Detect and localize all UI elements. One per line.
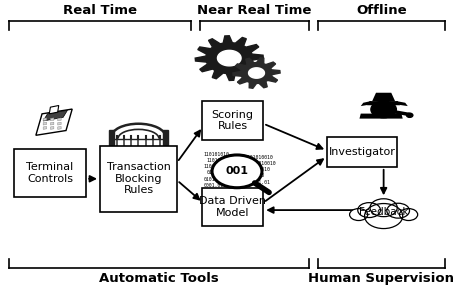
Circle shape	[406, 113, 413, 117]
Text: Transaction
Blocking
Rules: Transaction Blocking Rules	[107, 162, 170, 195]
Text: Data Driven
Model: Data Driven Model	[199, 196, 266, 218]
Polygon shape	[50, 122, 54, 125]
Text: Feedback: Feedback	[359, 207, 409, 218]
Polygon shape	[43, 126, 47, 129]
Polygon shape	[372, 93, 395, 101]
Polygon shape	[43, 122, 47, 125]
FancyBboxPatch shape	[100, 146, 177, 212]
Polygon shape	[360, 114, 403, 119]
Text: Terminal
Controls: Terminal Controls	[26, 162, 74, 184]
Circle shape	[387, 203, 410, 218]
Text: 001: 001	[226, 166, 248, 176]
Polygon shape	[50, 118, 54, 121]
Text: Near Real Time: Near Real Time	[197, 4, 311, 17]
Text: 110101010
11010010
110101010
01010101
0101.0110
0001.0110: 110101010 11010010 110101010 01010101 01…	[204, 152, 230, 188]
Circle shape	[212, 155, 262, 188]
Polygon shape	[36, 109, 72, 135]
Polygon shape	[377, 109, 390, 114]
Polygon shape	[361, 101, 371, 106]
Polygon shape	[58, 126, 61, 129]
Circle shape	[350, 209, 368, 221]
Polygon shape	[233, 58, 280, 88]
Bar	[109, 130, 114, 173]
FancyBboxPatch shape	[14, 149, 86, 197]
Polygon shape	[43, 110, 68, 121]
Text: 1101010010
10011010010
1011.0010
01.0000
101001.01: 1101010010 10011010010 1011.0010 01.0000…	[244, 155, 276, 185]
Polygon shape	[43, 118, 47, 121]
Polygon shape	[49, 105, 59, 114]
Text: Human Supervision: Human Supervision	[308, 272, 454, 285]
Polygon shape	[217, 50, 241, 66]
Polygon shape	[50, 126, 54, 129]
Text: Offline: Offline	[356, 4, 407, 17]
Text: Scoring
Rules: Scoring Rules	[212, 110, 254, 131]
Circle shape	[370, 199, 397, 217]
Circle shape	[371, 101, 396, 118]
Polygon shape	[249, 68, 264, 78]
FancyBboxPatch shape	[327, 137, 397, 167]
Polygon shape	[195, 36, 263, 80]
FancyBboxPatch shape	[202, 101, 263, 140]
Bar	[163, 130, 168, 173]
Polygon shape	[367, 101, 400, 105]
Circle shape	[400, 209, 418, 221]
Text: Investigator: Investigator	[329, 147, 395, 157]
Circle shape	[365, 204, 403, 229]
Text: Real Time: Real Time	[63, 4, 137, 17]
Polygon shape	[58, 118, 61, 121]
Polygon shape	[396, 101, 408, 106]
FancyBboxPatch shape	[202, 188, 263, 226]
Circle shape	[358, 203, 380, 218]
Polygon shape	[58, 122, 61, 125]
Text: Automatic Tools: Automatic Tools	[99, 272, 219, 285]
